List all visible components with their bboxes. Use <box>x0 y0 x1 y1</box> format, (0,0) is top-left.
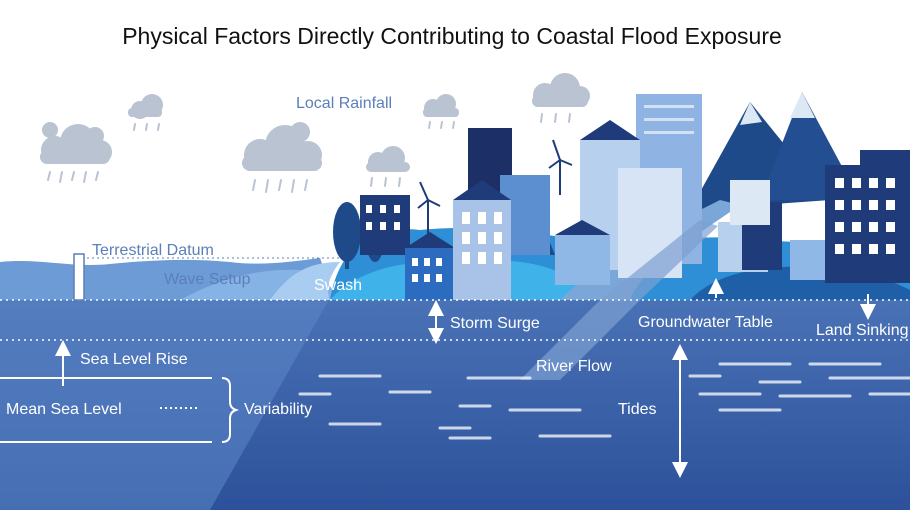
label: Sea Level Rise <box>80 351 188 368</box>
windows <box>366 105 895 282</box>
clouds <box>40 73 590 193</box>
label: Terrestrial Datum <box>92 242 214 259</box>
water-dashes <box>298 362 910 440</box>
nearshore-wedge <box>0 298 330 510</box>
label: River Flow <box>536 358 612 375</box>
label: Groundwater Table <box>638 314 773 331</box>
swash-wave <box>270 262 340 300</box>
label: Tides <box>618 401 657 418</box>
label: Mean Sea Level <box>6 401 122 418</box>
label: Swash <box>314 277 362 294</box>
wind-turbines <box>417 139 573 240</box>
label: Variability <box>244 401 312 418</box>
title: Physical Factors Directly Contributing t… <box>122 23 782 49</box>
label: Local Rainfall <box>296 95 392 112</box>
label: Land Sinking <box>816 322 909 339</box>
variability-bracket <box>0 377 240 443</box>
gauge <box>73 253 85 301</box>
label: Storm Surge <box>450 315 540 332</box>
label: Wave Setup <box>164 271 251 288</box>
